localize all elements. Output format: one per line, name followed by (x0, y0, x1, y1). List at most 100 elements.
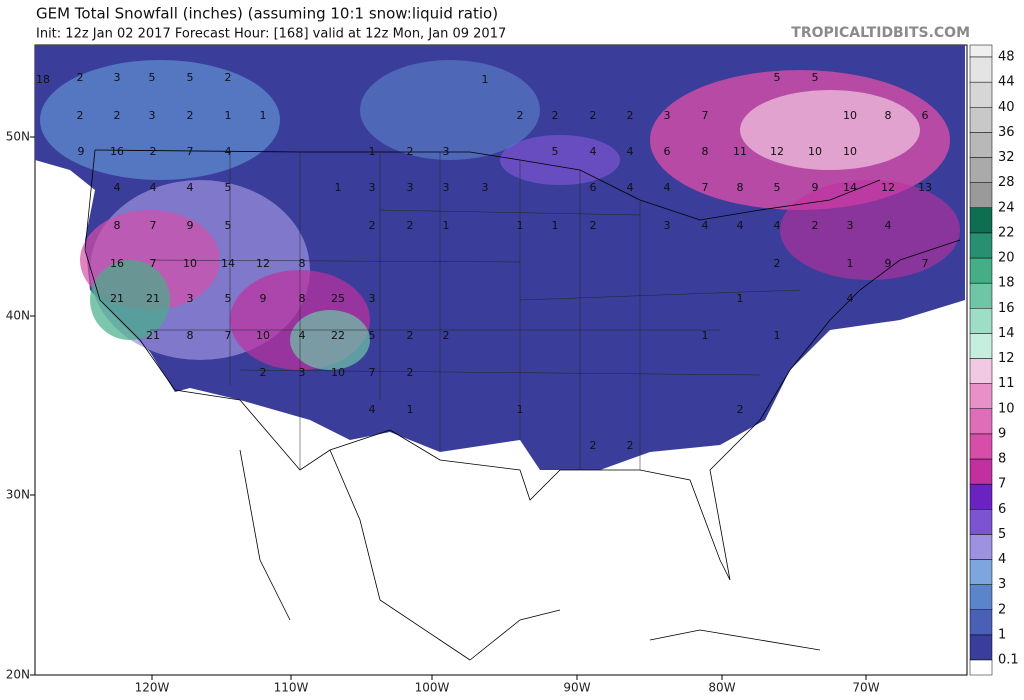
colorbar-swatch (969, 458, 993, 485)
colorbar-label: 18 (998, 276, 1015, 291)
spot-value: 14 (221, 257, 235, 270)
spot-value: 21 (146, 329, 160, 342)
colorbar-label: 8 (998, 452, 1006, 467)
spot-value: 2 (737, 403, 744, 416)
spot-value: 4 (627, 181, 634, 194)
spot-value: 5 (187, 71, 194, 84)
spot-value: 2 (407, 145, 414, 158)
spot-value: 11 (733, 145, 747, 158)
spot-value: 2 (407, 329, 414, 342)
spot-value: 5 (369, 329, 376, 342)
colorbar-label: 14 (998, 326, 1015, 341)
colorbar-swatch (969, 358, 993, 384)
border-line (94, 149, 881, 221)
spot-value: 5 (225, 292, 232, 305)
lon-label: 70W (852, 681, 879, 695)
colorbar-label: 4 (998, 552, 1006, 567)
colorbar-label: 5 (998, 527, 1006, 542)
colorbar-top (969, 44, 993, 58)
colorbar-label: 6 (998, 502, 1006, 517)
spot-value: 3 (407, 181, 414, 194)
colorbar-label: 9 (998, 426, 1006, 441)
colorbar-label: 44 (998, 75, 1015, 90)
spot-value: 3 (443, 181, 450, 194)
spot-value: 18 (36, 73, 50, 86)
snow-blob (740, 90, 920, 170)
colorbar-swatch (969, 483, 993, 510)
spot-value: 2 (812, 219, 819, 232)
spot-value: 3 (149, 109, 156, 122)
spot-value: 5 (774, 181, 781, 194)
spot-value: 7 (187, 145, 194, 158)
spot-value: 3 (369, 292, 376, 305)
spot-value: 8 (299, 257, 306, 270)
spot-value: 1 (369, 145, 376, 158)
colorbar-label: 0.1 (998, 653, 1019, 668)
colorbar-swatch (969, 81, 993, 108)
lat-label: 40N (6, 309, 30, 323)
colorbar-label: 22 (998, 225, 1015, 240)
colorbar-swatch (969, 107, 993, 133)
spot-value: 5 (225, 219, 232, 232)
spot-value: 21 (146, 292, 160, 305)
spot-value: 10 (256, 329, 270, 342)
spot-value: 4 (150, 181, 157, 194)
spot-value: 1 (443, 219, 450, 232)
spot-value: 8 (737, 181, 744, 194)
spot-value: 10 (183, 257, 197, 270)
colorbar-label: 11 (998, 376, 1015, 391)
spot-value: 1 (225, 109, 232, 122)
axis-labels: 50N 40N 30N 20N 120W 110W 100W 90W 80W 70W (6, 130, 880, 695)
coastline (84, 149, 961, 581)
spot-value: 4 (187, 181, 194, 194)
spot-value: 8 (702, 145, 709, 158)
spot-value: 2 (407, 219, 414, 232)
spot-value: 4 (847, 292, 854, 305)
spot-value: 4 (885, 219, 892, 232)
colorbar-label: 28 (998, 175, 1015, 190)
colorbar-swatch (969, 609, 993, 636)
spot-value: 2 (517, 109, 524, 122)
spot-value: 3 (369, 181, 376, 194)
title: GEM Total Snowfall (inches) (assuming 10… (36, 5, 498, 23)
spot-value: 2 (590, 439, 597, 452)
colorbar-swatch (969, 232, 993, 259)
spot-value: 2 (77, 71, 84, 84)
colorbar-label: 24 (998, 200, 1015, 215)
spot-value: 10 (331, 366, 345, 379)
spot-value: 2 (114, 109, 121, 122)
spot-value: 3 (847, 219, 854, 232)
spot-value: 8 (187, 329, 194, 342)
spot-value: 7 (702, 109, 709, 122)
spot-value: 16 (110, 145, 124, 158)
spot-value: 7 (922, 257, 929, 270)
spot-value: 2 (407, 366, 414, 379)
spot-value: 1 (847, 257, 854, 270)
spot-value: 13 (918, 181, 932, 194)
lon-label: 120W (135, 681, 170, 695)
state-line (149, 209, 801, 376)
spot-value: 2 (260, 366, 267, 379)
spot-value: 9 (78, 145, 85, 158)
spot-value: 5 (552, 145, 559, 158)
colorbar-label: 40 (998, 100, 1015, 115)
colorbar-swatch (969, 634, 993, 661)
colorbar-swatch (969, 157, 993, 183)
borders (84, 149, 961, 661)
spot-value: 2 (225, 71, 232, 84)
spot-value: 3 (114, 71, 121, 84)
spot-value: 1 (407, 403, 414, 416)
colorbar-swatch (969, 132, 993, 158)
lon-label: 100W (415, 681, 450, 695)
colorbar-swatch (969, 56, 993, 83)
spot-values: 18 2 3 5 5 22 2 3 2 1 19 16 2 7 44 4 4 58 7 9 516 7 10 14 12 821 2… (36, 71, 932, 452)
spot-value: 4 (225, 145, 232, 158)
spot-value: 7 (225, 329, 232, 342)
spot-value: 6 (922, 109, 929, 122)
spot-value: 8 (885, 109, 892, 122)
colorbar-label: 7 (998, 477, 1006, 492)
spot-value: 7 (150, 219, 157, 232)
spot-value: 5 (812, 71, 819, 84)
colorbar-swatch (969, 308, 993, 334)
spot-value: 5 (774, 71, 781, 84)
